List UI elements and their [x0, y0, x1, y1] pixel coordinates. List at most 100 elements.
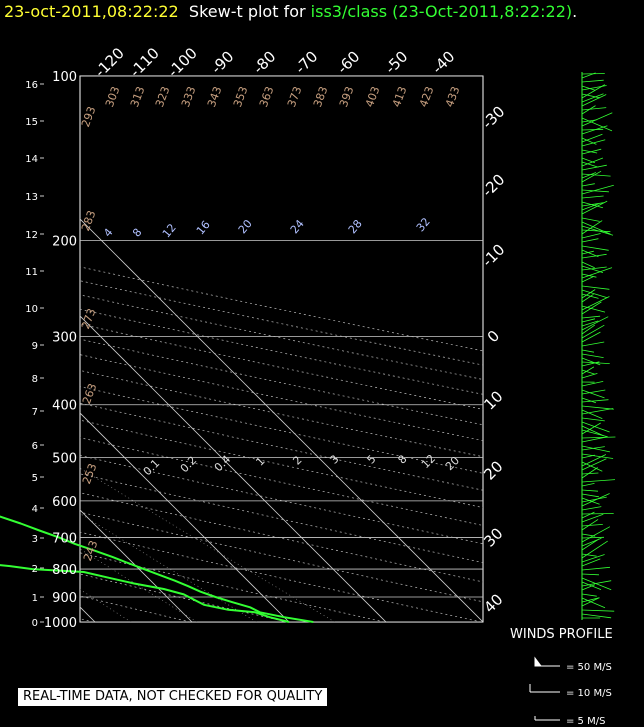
mixing-ratio-label-group: 8 [395, 452, 409, 466]
wind-barb [581, 164, 607, 171]
wind-barb [581, 301, 602, 315]
wind-barb [581, 253, 607, 259]
wind-barb [581, 117, 613, 132]
wind-barb [581, 125, 608, 135]
pressure-tick-label: 800 [52, 563, 77, 578]
dry-adiabat-line [80, 552, 385, 622]
moist-adiabat-label-group: 24 [288, 217, 307, 236]
wind-barb [581, 172, 597, 179]
dry-adiabat-label-group: 383 [311, 85, 330, 109]
dry-adiabat-label-group: 333 [179, 85, 198, 109]
dry-adiabat-line [80, 386, 483, 474]
moist-adiabat-label-group: 12 [160, 221, 179, 240]
isotherm-line [80, 218, 483, 622]
wind-barb [581, 289, 596, 299]
top-temp-tick-group: -70 [291, 47, 321, 77]
wind-barb [581, 513, 604, 523]
dry-adiabat-line [80, 338, 483, 426]
right-temp-tick-group: 30 [480, 524, 506, 550]
page-title: 23-oct-2011,08:22:22 Skew-t plot for iss… [4, 2, 577, 22]
wind-barb [581, 472, 599, 475]
wind-barb [581, 316, 609, 331]
wind-barb [581, 584, 595, 591]
dry-adiabat-label: 413 [390, 85, 409, 109]
top-temp-tick-group: -80 [249, 47, 279, 77]
isotherm-line [80, 606, 96, 622]
wind-barb [581, 250, 594, 255]
wind-barb [581, 357, 601, 366]
wind-barb [581, 609, 615, 612]
height-km-tick-label: 4 [32, 504, 38, 515]
height-km-tick-label: 8 [32, 374, 38, 385]
wind-barb [581, 93, 604, 103]
wind-barb [581, 173, 611, 177]
wind-barb [581, 461, 603, 472]
wind-barb [581, 137, 597, 145]
wind-barb [581, 597, 606, 609]
wind-barb [581, 353, 604, 358]
mixing-ratio-label-group: 2 [290, 453, 304, 467]
wind-barb [581, 381, 604, 387]
right-temp-tick-group: 0 [484, 327, 503, 346]
wind-barb [581, 324, 596, 335]
wind-barb [581, 341, 605, 347]
right-temp-tick-label: 40 [480, 590, 506, 616]
wind-barb [581, 305, 606, 313]
dry-adiabat-label-group: 263 [80, 382, 99, 406]
height-km-tick-label: 15 [25, 117, 38, 128]
wind-barb [581, 318, 596, 323]
dry-adiabat-label-group: 323 [153, 85, 172, 109]
mixing-ratio-label-group: 5 [364, 452, 378, 466]
right-temp-tick-group: 10 [480, 387, 506, 413]
wind-legend-50: = 50 M/S [566, 662, 612, 673]
moist-adiabat-label: 20 [236, 217, 255, 236]
wind-barb [581, 389, 606, 395]
wind-legend-5: = 5 M/S [566, 716, 606, 727]
moist-adiabat-label-group: 4 [101, 226, 115, 240]
right-temp-tick-group: 20 [480, 457, 506, 483]
moist-adiabat-label: 8 [130, 226, 144, 240]
skew-t-grid [79, 75, 484, 623]
mixing-ratio-line [80, 589, 132, 622]
dry-adiabat-label: 353 [231, 85, 250, 109]
moist-adiabat-label-group: 20 [236, 217, 255, 236]
pressure-tick-label: 300 [52, 331, 77, 346]
dry-adiabat-label-group: 433 [443, 85, 462, 109]
top-temp-tick-group: -90 [207, 47, 237, 77]
dry-adiabat-label-group: 243 [81, 539, 100, 563]
wind-barb [581, 506, 602, 511]
wind-barb [581, 373, 598, 379]
wind-barb [581, 536, 605, 539]
moist-adiabat-label-group: 28 [346, 217, 365, 236]
winds-profile [529, 72, 616, 721]
pressure-tick-label: 200 [52, 234, 77, 249]
wind-barb [581, 72, 596, 79]
dry-adiabat-line [80, 573, 288, 622]
dry-adiabat-label: 363 [257, 85, 276, 109]
wind-barb [581, 429, 608, 437]
wind-barb [581, 276, 594, 283]
wind-barb [581, 408, 614, 415]
wind-barb [581, 107, 607, 111]
skew-t-traces [0, 515, 314, 623]
wind-barb [581, 524, 603, 527]
dry-adiabat-line [80, 308, 483, 395]
mixing-ratio-label-group: 20 [443, 454, 462, 473]
isotherm-line [80, 315, 387, 622]
dry-adiabat-label-group: 423 [417, 85, 436, 109]
mixing-ratio-label-group: 0.2 [178, 454, 200, 476]
top-temp-tick-group: -60 [333, 47, 363, 77]
wind-barb [581, 497, 600, 505]
wind-barb [581, 157, 604, 167]
height-km-tick-label: 0 [32, 618, 38, 629]
wind-barb [581, 331, 601, 343]
dry-adiabat-label-group: 273 [79, 307, 98, 331]
dry-adiabat-label: 323 [153, 85, 172, 109]
wind-barb [581, 315, 601, 319]
height-km-tick-label: 5 [32, 473, 38, 484]
isotherm-line [80, 412, 290, 622]
wind-barb [581, 538, 600, 551]
wind-barb [581, 454, 607, 467]
wind-barb [581, 580, 612, 587]
top-temp-tick-group: -110 [126, 44, 163, 81]
